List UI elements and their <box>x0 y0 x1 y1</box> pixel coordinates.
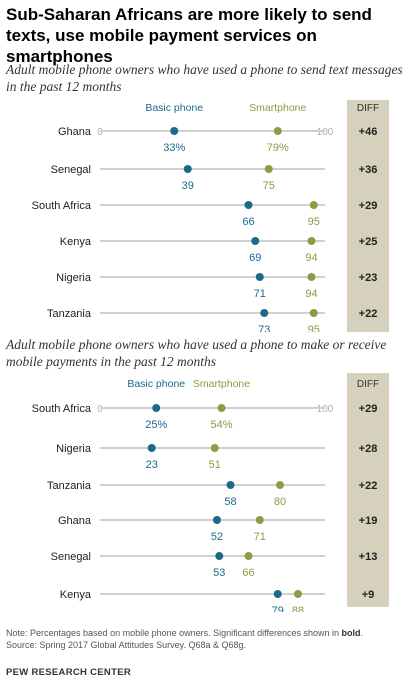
chart-1-smart-value-label: 94 <box>305 288 317 300</box>
chart-2-basic-value-label: 79 <box>272 605 284 612</box>
chart-2-diff-value: +22 <box>359 480 378 492</box>
chart-2-smart-value-label: 66 <box>242 567 254 579</box>
chart-1-smart-dot <box>309 309 318 317</box>
chart-1-smart-value-label: 79% <box>267 142 289 154</box>
chart-1-smart-dot <box>307 273 316 281</box>
chart-1-diff-value: +46 <box>359 126 378 138</box>
chart-2-legend-basic: Basic phone <box>127 378 185 390</box>
chart-2-diff-value: +19 <box>359 515 378 527</box>
chart-1-category-label: Nigeria <box>56 272 92 284</box>
chart-2-payments: DIFF Basic phone Smartphone 0 100 South Afric… <box>32 373 389 612</box>
chart-2-diff-value: +29 <box>359 403 378 415</box>
chart-2-diff-column <box>347 373 389 607</box>
chart-2-smart-value-label: 88 <box>292 605 304 612</box>
chart-1-axis-tick-100: 100 <box>317 127 334 138</box>
note: Note: Percentages based on mobile phone … <box>6 627 416 651</box>
chart-2-basic-dot <box>215 552 224 560</box>
chart-2-smart-dot <box>294 590 302 598</box>
chart-2-legend-smart: Smartphone <box>193 378 250 390</box>
chart-2-smart-dot <box>276 481 284 489</box>
chart-1-category-label: Ghana <box>58 126 92 138</box>
chart-2-smart-value-label: 71 <box>254 531 266 543</box>
chart-title: Sub-Saharan Africans are more likely to … <box>6 5 372 66</box>
chart-1-basic-dot <box>255 273 264 281</box>
chart-2-smart-value-label: 51 <box>209 459 221 471</box>
note-prefix: Note: Percentages based on mobile phone … <box>6 628 342 638</box>
chart-1-legend-basic: Basic phone <box>145 102 203 114</box>
chart-2-category-label: Kenya <box>60 589 92 601</box>
chart-1-diff-value: +29 <box>359 200 378 212</box>
chart-2-category-label: Tanzania <box>47 480 92 492</box>
chart-1-basic-value-label: 39 <box>182 180 194 192</box>
footer-brand: PEW RESEARCH CENTER <box>6 667 131 678</box>
note-source: Source: Spring 2017 Global Attitudes Sur… <box>6 640 246 650</box>
chart-1-smart-value-label: 94 <box>305 252 317 264</box>
chart-2-basic-value-label: 25% <box>145 419 167 431</box>
chart-2-diff-value: +9 <box>362 589 375 601</box>
chart-1-category-label: Kenya <box>60 236 92 248</box>
chart-1-subtitle: Adult mobile phone owners who have used … <box>6 62 403 94</box>
chart-2-smart-dot <box>217 404 226 412</box>
chart-2-basic-dot <box>152 404 161 412</box>
chart-1-diff-value: +22 <box>359 308 378 320</box>
chart-1-smart-dot <box>273 127 282 135</box>
chart-2-diff-value: +28 <box>359 443 378 455</box>
chart-2-axis-tick-100: 100 <box>317 404 334 415</box>
chart-2-basic-dot <box>273 590 282 598</box>
chart-1-diff-value: +23 <box>359 272 378 284</box>
chart-2-category-label: Nigeria <box>56 443 92 455</box>
chart-1-legend-smart: Smartphone <box>249 102 306 114</box>
chart-2-diff-value: +13 <box>359 551 378 563</box>
chart-1-basic-dot <box>260 309 269 317</box>
chart-1-diff-column <box>347 100 389 332</box>
chart-2-category-label: South Africa <box>32 403 92 415</box>
chart-1-category-label: Senegal <box>51 164 91 176</box>
chart-1-basic-value-label: 33% <box>163 142 185 154</box>
chart-2-category-label: Senegal <box>51 551 91 563</box>
chart-2-category-label: Ghana <box>58 515 92 527</box>
chart-2-diff-header: DIFF <box>357 379 379 390</box>
chart-1-basic-dot <box>251 237 260 245</box>
chart-1-basic-value-label: 66 <box>242 216 254 228</box>
chart-1-smart-dot <box>264 165 273 173</box>
chart-1-texting: DIFF Basic phone Smartphone 0 100 Ghana 33% 79%… <box>32 100 389 332</box>
chart-2-basic-value-label: 58 <box>224 496 236 508</box>
chart-1-diff-header: DIFF <box>357 103 379 114</box>
chart-1-smart-dot <box>309 201 318 209</box>
chart-2-basic-dot <box>226 481 235 489</box>
chart-2-subtitle: Adult mobile phone owners who have used … <box>6 337 387 369</box>
chart-1-smart-dot <box>307 237 316 245</box>
chart-2-basic-value-label: 23 <box>146 459 158 471</box>
chart-1-basic-value-label: 69 <box>249 252 261 264</box>
chart-2-basic-dot <box>147 444 156 452</box>
chart-2-smart-value-label: 80 <box>274 496 286 508</box>
note-suffix: . <box>360 628 364 638</box>
chart-1-smart-value-label: 95 <box>308 216 320 228</box>
chart-1-smart-value-label: 75 <box>263 180 275 192</box>
chart-1-axis-tick-0: 0 <box>97 127 103 138</box>
chart-2-axis-tick-0: 0 <box>97 404 103 415</box>
chart-1-category-label: Tanzania <box>47 308 92 320</box>
chart-2-smart-value-label: 54% <box>210 419 232 431</box>
chart-1-diff-value: +25 <box>359 236 378 248</box>
chart-1-category-label: South Africa <box>32 200 92 212</box>
chart-2-basic-value-label: 52 <box>211 531 223 543</box>
chart-1-diff-value: +36 <box>359 164 378 176</box>
chart-2-smart-dot <box>244 552 253 560</box>
chart-1-basic-dot <box>183 165 192 173</box>
chart-2-smart-dot <box>210 444 219 452</box>
note-bold: bold <box>341 628 361 638</box>
chart-1-basic-value-label: 73 <box>258 324 270 332</box>
chart-1-basic-dot <box>170 127 179 135</box>
chart-1-basic-dot <box>244 201 253 209</box>
chart-1-basic-value-label: 71 <box>254 288 266 300</box>
chart-1-smart-value-label: 95 <box>308 324 320 332</box>
chart-2-basic-dot <box>213 516 221 524</box>
chart-2-basic-value-label: 53 <box>213 567 225 579</box>
chart-2-smart-dot <box>255 516 264 524</box>
